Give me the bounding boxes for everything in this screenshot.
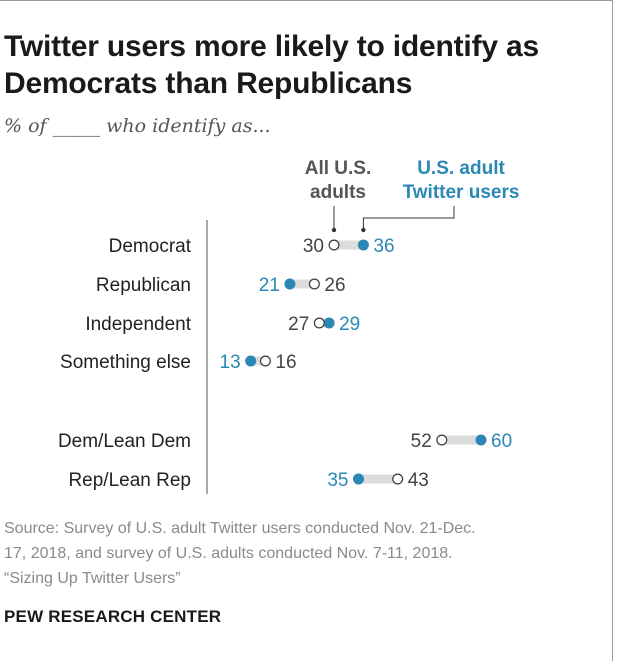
source-line-1: Source: Survey of U.S. adult Twitter use… xyxy=(4,520,476,537)
legend-twitter-line-1: U.S. adult xyxy=(417,158,505,179)
category-label: Rep/Lean Rep xyxy=(68,470,191,491)
row-democrat: Democrat 30 36 xyxy=(109,236,395,257)
chart-rows: Democrat 30 36 Republican 21 26 Independent 27 2… xyxy=(58,236,512,491)
row-rep-lean-rep: Rep/Lean Rep 35 43 xyxy=(68,470,428,491)
dot-all-adults xyxy=(436,434,448,446)
dot-twitter-users xyxy=(284,278,296,290)
row-dem-lean-dem: Dem/Lean Dem 52 60 xyxy=(58,431,512,452)
category-label: Republican xyxy=(96,275,191,296)
range-connector xyxy=(441,435,481,445)
chart-title-line-2: Democrats than Republicans xyxy=(4,67,413,100)
dot-all-adults xyxy=(328,239,340,251)
range-connector xyxy=(289,279,315,289)
dot-all-adults xyxy=(392,473,404,485)
category-label: Democrat xyxy=(109,236,192,257)
dot-twitter-users xyxy=(245,355,257,367)
value-label-adults: 30 xyxy=(303,236,324,257)
value-label-twitter: 13 xyxy=(220,352,241,373)
dot-all-adults xyxy=(308,278,320,290)
dot-all-adults xyxy=(259,355,271,367)
value-label-adults: 27 xyxy=(288,314,309,335)
value-label-adults: 52 xyxy=(411,431,432,452)
range-connector xyxy=(250,356,266,366)
category-label: Something else xyxy=(60,352,191,373)
chart-title-line-1: Twitter users more likely to identify as xyxy=(4,30,539,63)
dot-all-adults xyxy=(313,317,325,329)
chart-title: Twitter users more likely to identify as… xyxy=(4,28,604,102)
legend-twitter-leader xyxy=(362,206,455,230)
source-line-2: 17, 2018, and survey of U.S. adults cond… xyxy=(4,545,453,562)
value-label-twitter: 36 xyxy=(373,236,394,257)
source-note: Source: Survey of U.S. adult Twitter use… xyxy=(4,516,604,591)
legend-twitter-leader-dot xyxy=(361,227,366,233)
value-label-adults: 43 xyxy=(408,470,429,491)
legend: All U.S. adults U.S. adult Twitter users xyxy=(305,158,520,233)
frame-right-border xyxy=(612,0,613,661)
chart-subtitle: % of _____ who identify as... xyxy=(4,115,271,137)
row-something-else: Something else 13 16 xyxy=(60,352,297,373)
range-connector xyxy=(358,474,398,484)
legend-twitter-line-2: Twitter users xyxy=(403,182,520,203)
value-label-twitter: 35 xyxy=(327,470,348,491)
value-label-twitter: 29 xyxy=(339,314,360,335)
value-label-adults: 26 xyxy=(324,275,345,296)
category-label: Independent xyxy=(85,314,191,335)
legend-adults-line-1: All U.S. xyxy=(305,158,372,179)
value-label-twitter: 21 xyxy=(259,275,280,296)
value-label-adults: 16 xyxy=(275,352,296,373)
pew-credit-logo: PEW RESEARCH CENTER xyxy=(4,607,222,626)
legend-adults-line-2: adults xyxy=(310,182,366,203)
legend-adults-leader-dot xyxy=(331,227,337,233)
category-label: Dem/Lean Dem xyxy=(58,431,191,452)
range-connector xyxy=(334,240,364,250)
dot-twitter-users xyxy=(357,239,369,251)
frame-top-border xyxy=(0,0,612,1)
row-republican: Republican 21 26 xyxy=(96,275,346,296)
source-line-3: “Sizing Up Twitter Users” xyxy=(4,570,181,587)
row-independent: Independent 27 29 xyxy=(85,314,360,335)
dot-twitter-users xyxy=(323,317,335,329)
dot-twitter-users xyxy=(475,434,487,446)
value-label-twitter: 60 xyxy=(491,431,512,452)
dot-twitter-users xyxy=(353,473,364,485)
